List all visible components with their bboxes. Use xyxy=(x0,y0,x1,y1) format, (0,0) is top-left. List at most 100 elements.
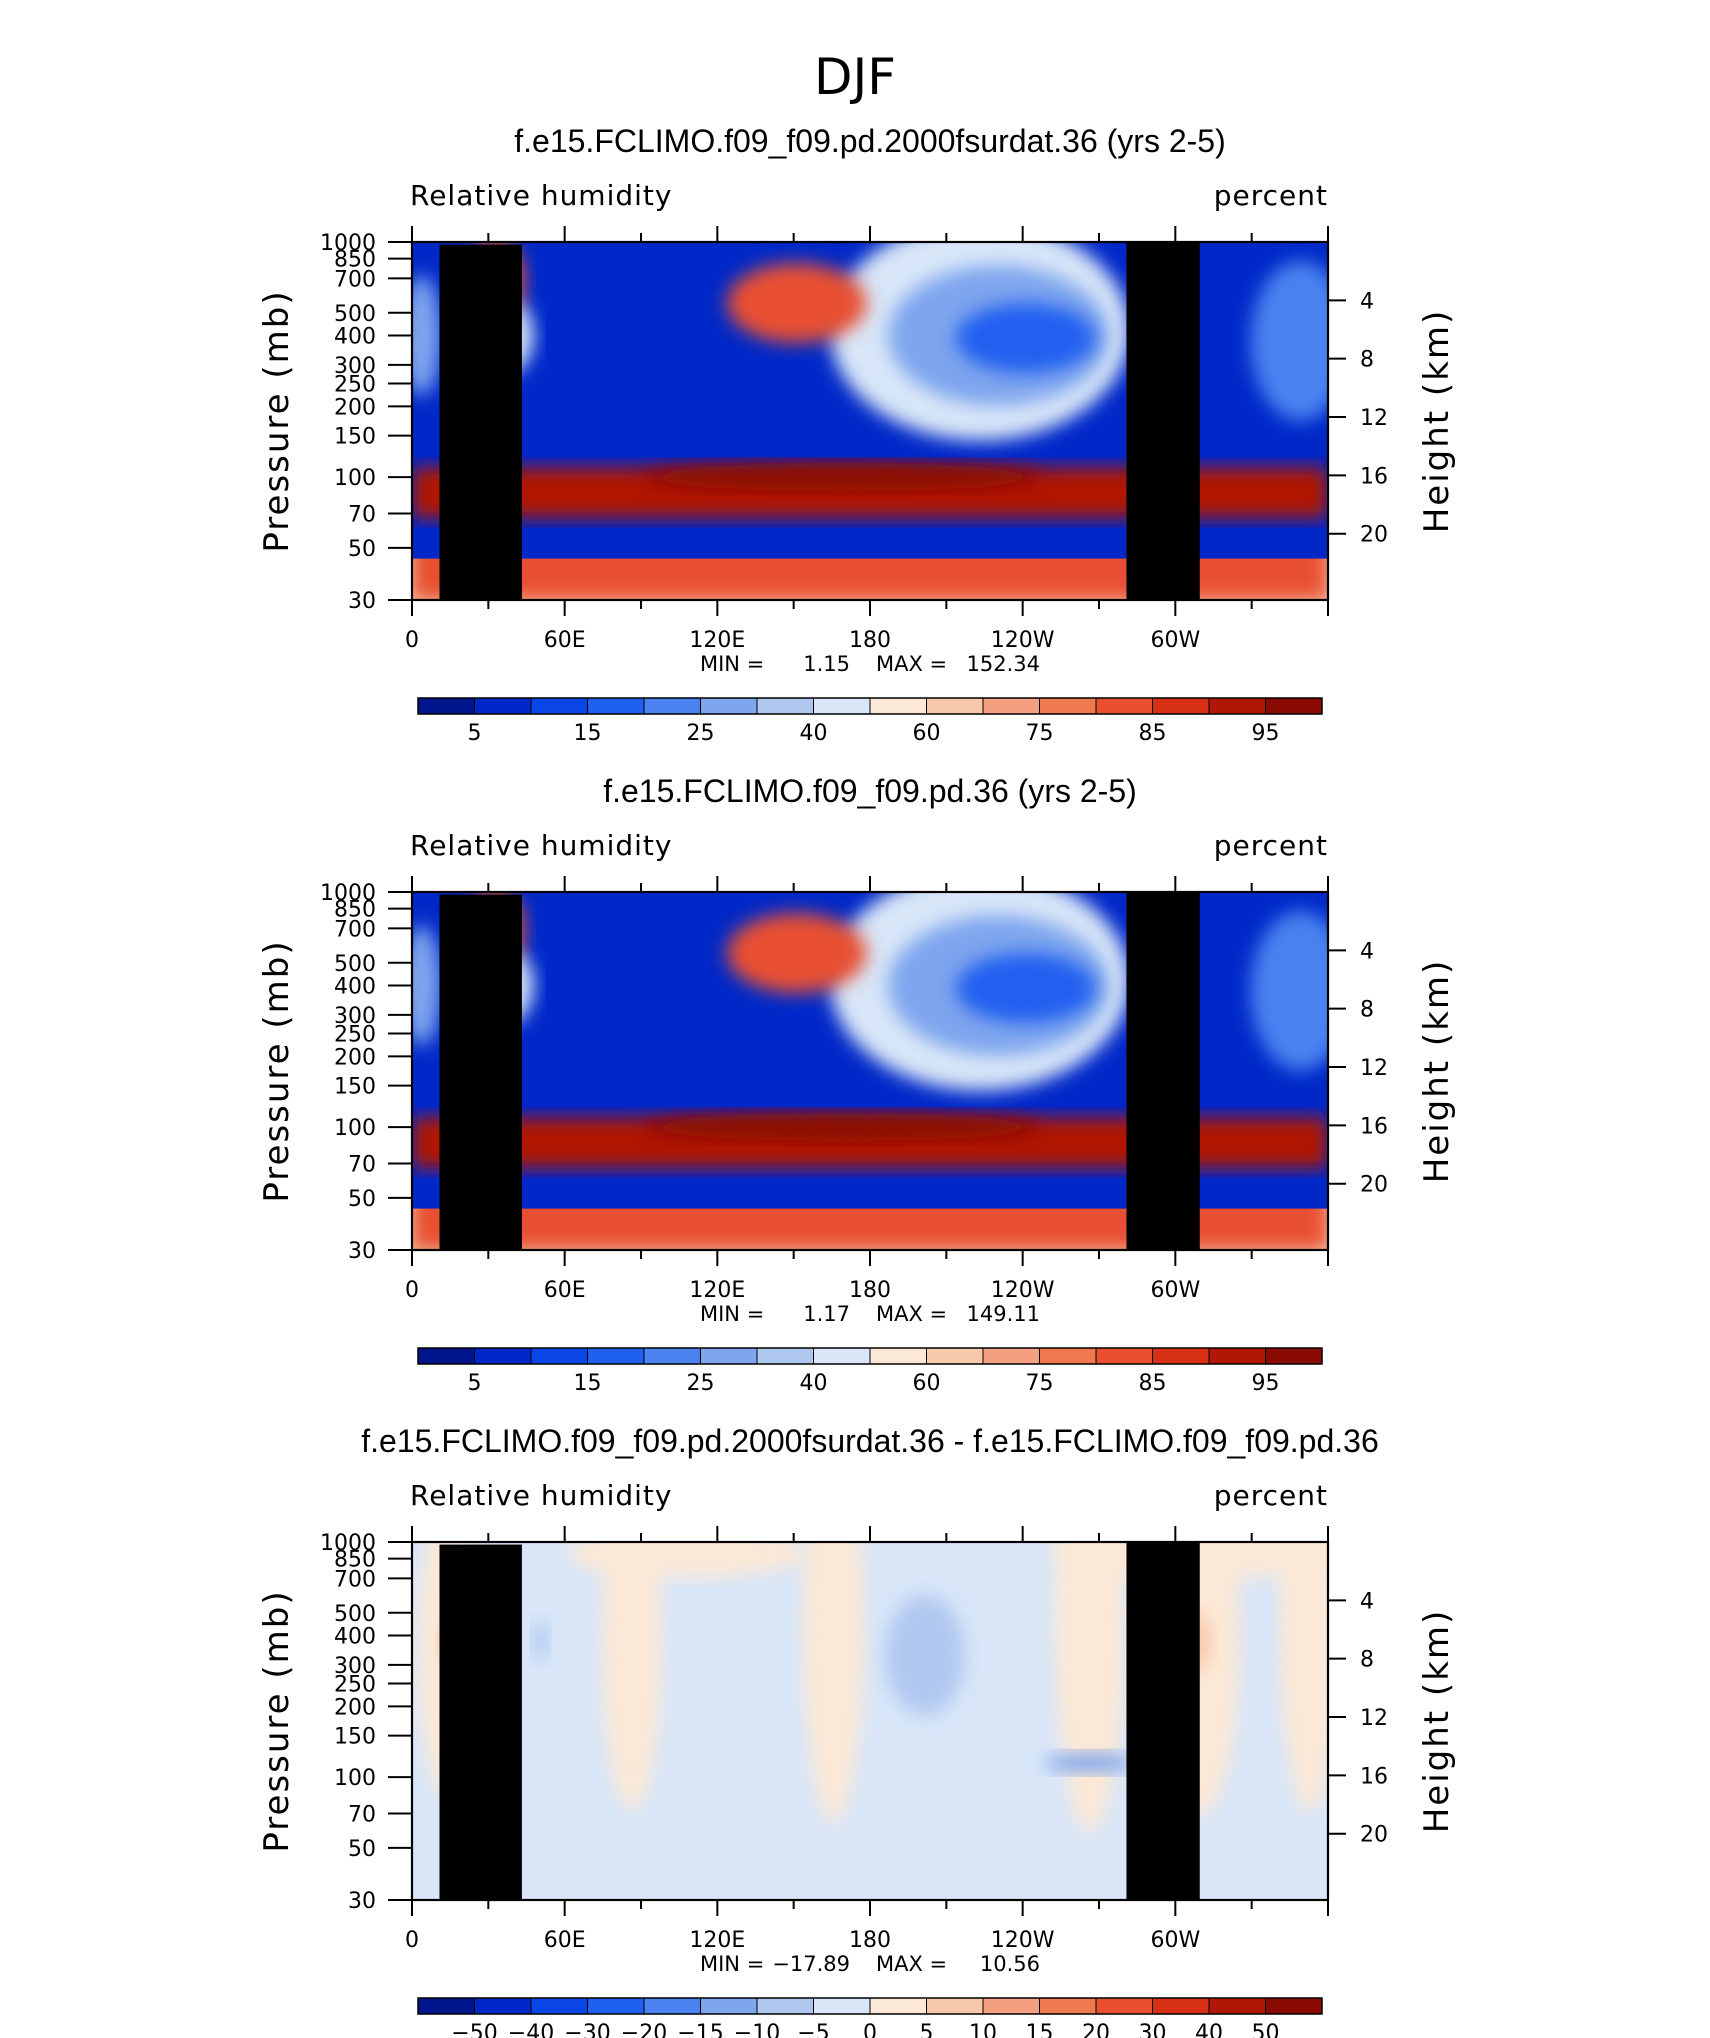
colorbar-swatch xyxy=(1209,1998,1266,2014)
units-label: percent xyxy=(1214,179,1328,212)
colorbar-label: 60 xyxy=(913,721,941,746)
pressure-tick-label: 700 xyxy=(334,1567,376,1592)
tropopause-max xyxy=(642,1113,1043,1142)
colorbar-label: −10 xyxy=(734,2021,780,2038)
height-tick-label: 8 xyxy=(1360,1648,1374,1673)
topography-3 xyxy=(1126,1543,1200,1900)
x-tick-label: 60E xyxy=(544,628,586,653)
height-tick-label: 16 xyxy=(1360,464,1388,489)
height-tick-label: 20 xyxy=(1360,1173,1388,1198)
colorbar-label: 40 xyxy=(800,1371,828,1396)
negative-anomaly-1 xyxy=(884,1595,965,1716)
height-axis-label: Height (km) xyxy=(1417,309,1457,534)
colorbar-label: −40 xyxy=(508,2021,554,2038)
positive-anomaly-5 xyxy=(1279,1542,1328,1813)
colorbar-label: 50 xyxy=(1252,2021,1280,2038)
max-label: MAX = xyxy=(876,652,947,676)
height-tick-label: 4 xyxy=(1360,939,1374,964)
colorbar-swatch xyxy=(587,698,645,714)
pressure-tick-label: 150 xyxy=(334,1075,376,1100)
colorbar-swatch xyxy=(418,698,475,714)
pressure-tick-label: 500 xyxy=(334,302,376,327)
colorbar-swatch xyxy=(1209,1348,1266,1364)
colorbar-swatch xyxy=(926,1998,984,2014)
x-tick-label: 120E xyxy=(689,1278,745,1303)
dry-region-west xyxy=(412,925,442,1046)
tropopause-max xyxy=(642,463,1043,492)
pressure-tick-label: 200 xyxy=(334,1045,376,1070)
height-axis-label: Height (km) xyxy=(1417,959,1457,1184)
colorbar-swatch xyxy=(644,1348,701,1364)
pressure-tick-label: 300 xyxy=(334,1004,376,1029)
dry-region-east xyxy=(1250,260,1328,421)
pressure-tick-label: 30 xyxy=(348,1889,376,1914)
colorbar-swatch xyxy=(474,1348,532,1364)
pressure-tick-label: 400 xyxy=(334,975,376,1000)
negative-anomaly-3 xyxy=(532,1620,549,1661)
pressure-tick-label: 200 xyxy=(334,395,376,420)
colorbar-swatch xyxy=(1152,1998,1210,2014)
pressure-axis-label: Pressure (mb) xyxy=(257,1589,297,1852)
height-tick-label: 20 xyxy=(1360,523,1388,548)
x-tick-label: 0 xyxy=(405,628,419,653)
colorbar-label: 5 xyxy=(468,721,482,746)
x-tick-label: 60E xyxy=(544,1278,586,1303)
x-tick-label: 60W xyxy=(1150,1928,1200,1953)
colorbar-swatch xyxy=(870,1998,927,2014)
height-axis-label: Height (km) xyxy=(1417,1609,1457,1834)
colorbar-label: −15 xyxy=(677,2021,723,2038)
colorbar-label: 85 xyxy=(1139,721,1167,746)
x-tick-label: 60E xyxy=(544,1928,586,1953)
colorbar-frame xyxy=(417,697,1323,715)
colorbar-swatch xyxy=(1039,698,1097,714)
colorbar-swatch xyxy=(926,698,984,714)
variable-label: Relative humidity xyxy=(410,1479,672,1512)
x-tick-label: 180 xyxy=(849,1928,891,1953)
pressure-axis-label: Pressure (mb) xyxy=(257,289,297,552)
colorbar-swatch xyxy=(1096,1348,1153,1364)
colorbar-label: 10 xyxy=(969,2021,997,2038)
contour-field xyxy=(412,242,1328,600)
dry-region-core xyxy=(955,953,1096,1024)
pressure-axis-label: Pressure (mb) xyxy=(257,939,297,1202)
colorbar-label: 0 xyxy=(863,2021,877,2038)
colorbar-swatch xyxy=(1152,698,1210,714)
pressure-tick-label: 100 xyxy=(334,466,376,491)
colorbar-label: 15 xyxy=(574,1371,602,1396)
colorbar-swatch xyxy=(418,1998,475,2014)
x-tick-label: 0 xyxy=(405,1928,419,1953)
pressure-tick-label: 850 xyxy=(334,898,376,923)
pressure-tick-label: 250 xyxy=(334,1023,376,1048)
colorbar-label: −20 xyxy=(621,2021,667,2038)
colorbar-swatch xyxy=(587,1998,645,2014)
pressure-tick-label: 300 xyxy=(334,354,376,379)
colorbar-label: 75 xyxy=(1026,1371,1054,1396)
x-tick-label: 60W xyxy=(1150,1278,1200,1303)
panel-3: f.e15.FCLIMO.f09_f09.pd.2000fsurdat.36 -… xyxy=(257,1423,1457,2038)
colorbar-label: 5 xyxy=(920,2021,934,2038)
pressure-tick-label: 1000 xyxy=(320,1531,376,1556)
colorbar-label: −5 xyxy=(797,2021,829,2038)
pressure-tick-label: 70 xyxy=(348,502,376,527)
pressure-tick-label: 1000 xyxy=(320,231,376,256)
colorbar-swatch xyxy=(1265,1998,1323,2014)
colorbar-swatch xyxy=(700,1348,758,1364)
x-tick-label: 120E xyxy=(689,628,745,653)
figure-title: DJF xyxy=(814,48,896,106)
topography-2 xyxy=(487,250,500,600)
colorbar-swatch xyxy=(983,1998,1040,2014)
x-tick-label: 60W xyxy=(1150,628,1200,653)
topography-4 xyxy=(1131,894,1136,1250)
negative-anomaly-2 xyxy=(1044,1752,1135,1773)
colorbar-swatch xyxy=(757,698,814,714)
topography-2 xyxy=(487,900,500,1250)
pressure-tick-label: 100 xyxy=(334,1116,376,1141)
colorbar-label: 15 xyxy=(574,721,602,746)
colorbar-swatch xyxy=(531,1998,588,2014)
colorbar-label: 20 xyxy=(1082,2021,1110,2038)
colorbar-swatch xyxy=(1096,698,1153,714)
colorbar-swatch xyxy=(813,1348,871,1364)
panel-title: f.e15.FCLIMO.f09_f09.pd.36 (yrs 2-5) xyxy=(603,773,1137,809)
colorbar-swatch xyxy=(531,1348,588,1364)
